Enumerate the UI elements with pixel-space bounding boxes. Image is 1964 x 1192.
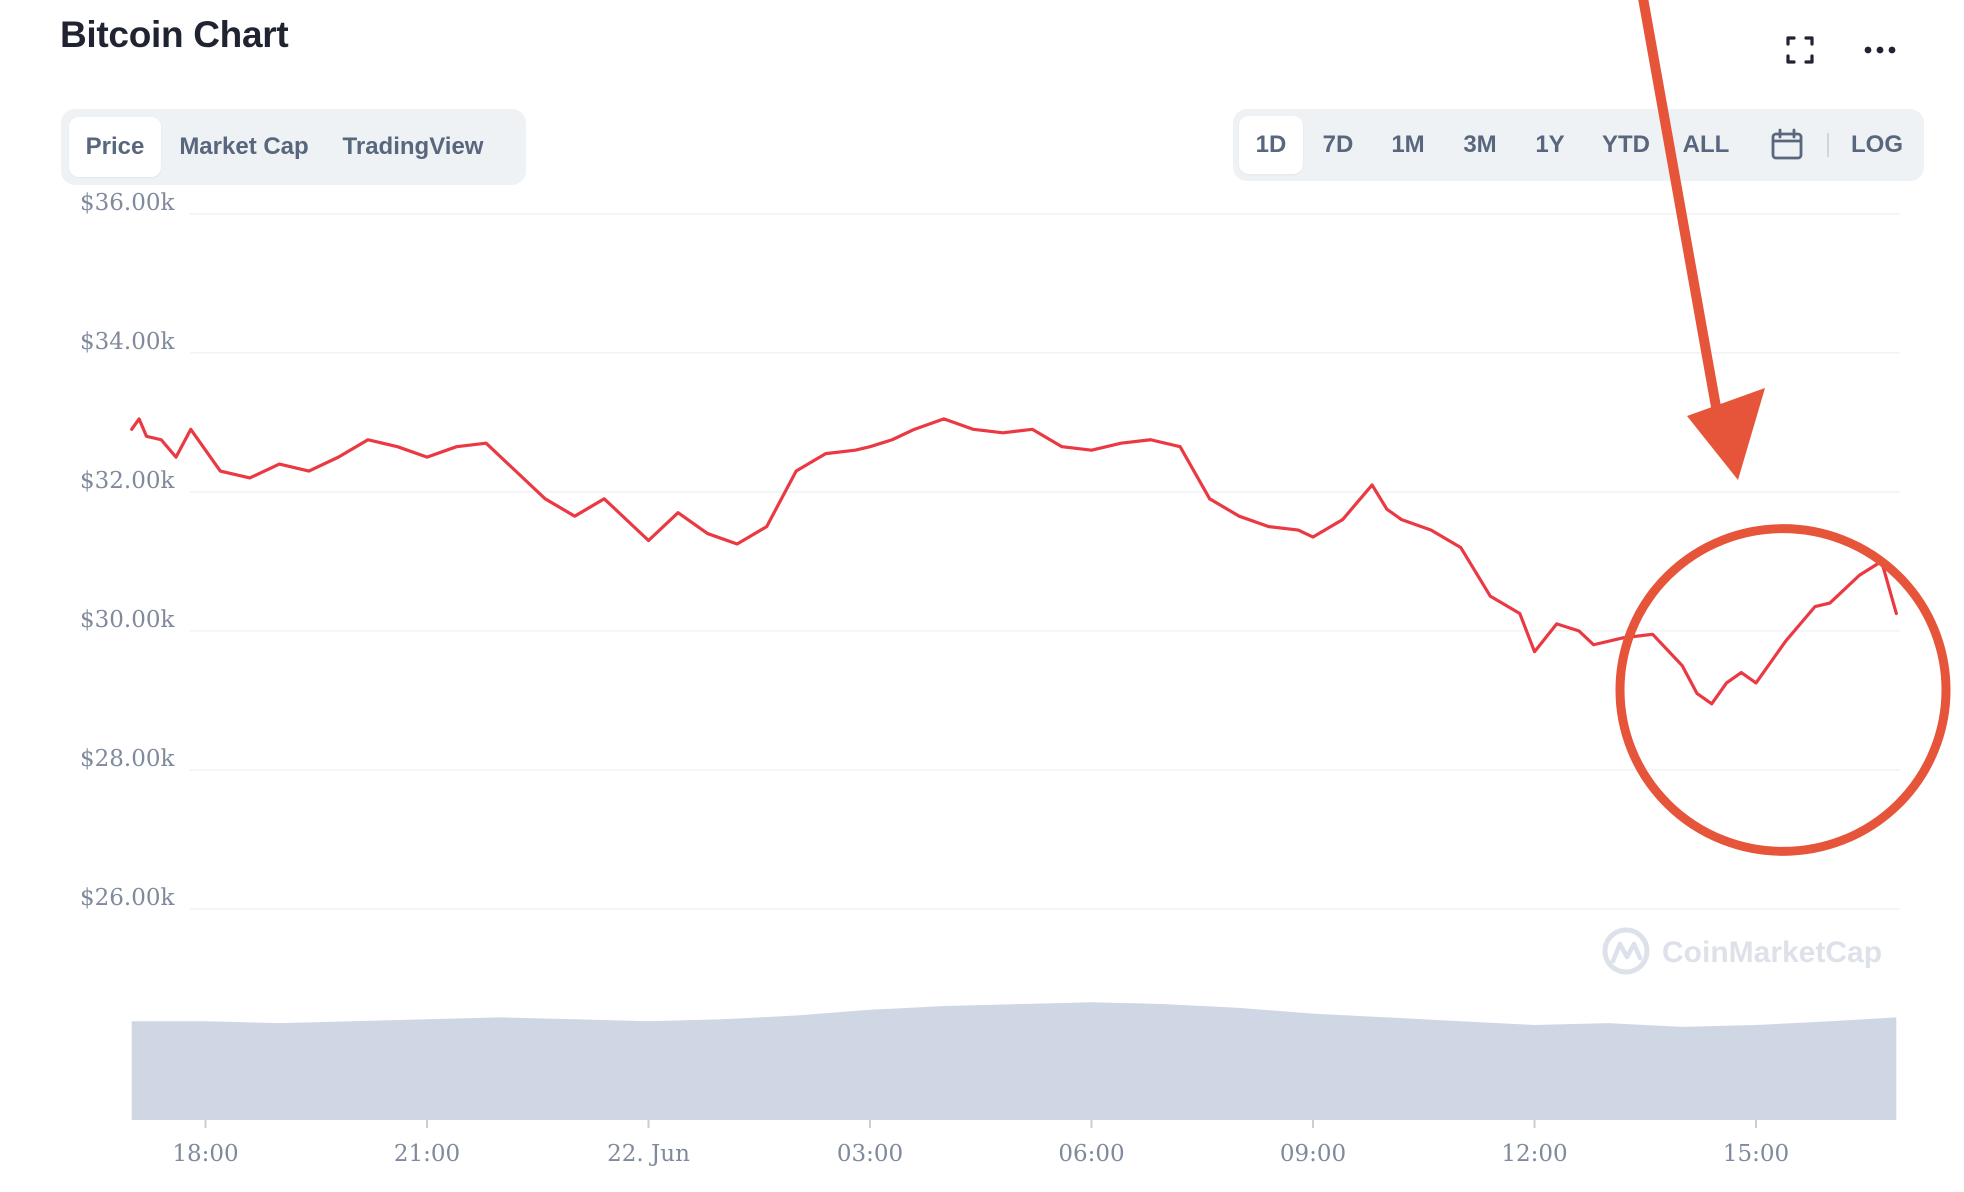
tab-price[interactable]: Price [69, 117, 161, 177]
watermark-text: CoinMarketCap [1662, 936, 1882, 969]
y-tick-label: $30.00k [80, 607, 175, 633]
period-1m[interactable]: 1M [1391, 131, 1425, 158]
y-tick-label: $34.00k [80, 329, 175, 355]
tab-market-cap[interactable]: Market Cap [179, 133, 309, 160]
period-all[interactable]: ALL [1682, 131, 1730, 158]
y-axis-ticks: $36.00k $34.00k $32.00k $30.00k $28.00k $26.0… [80, 190, 175, 911]
log-toggle[interactable]: LOG [1851, 131, 1903, 158]
period-3m[interactable]: 3M [1463, 131, 1497, 158]
x-tick-label: 12:00 [1501, 1141, 1567, 1167]
x-tick-label: 21:00 [394, 1141, 460, 1167]
x-tick-label: 18:00 [172, 1141, 238, 1167]
coinmarketcap-logo-icon [1602, 927, 1650, 975]
highlight-circle [1615, 524, 1951, 856]
volume-area [131, 1002, 1897, 1120]
x-tick-label: 06:00 [1058, 1141, 1124, 1167]
more-horizontal-icon[interactable] [1852, 22, 1908, 78]
x-tick-label: 09:00 [1280, 1141, 1346, 1167]
price-line-layer [130, 417, 1898, 706]
y-tick-label: $36.00k [80, 190, 175, 216]
annotations [1615, 0, 1951, 856]
arrow-icon [1638, 0, 1765, 480]
calendar-glyph [1771, 128, 1803, 160]
coinmarketcap-watermark: CoinMarketCap [1602, 927, 1882, 975]
price-series-line [130, 417, 1898, 706]
y-tick-label: $28.00k [80, 746, 175, 772]
period-1y[interactable]: 1Y [1535, 131, 1565, 158]
volume-bars [131, 1002, 1897, 1120]
x-axis-ticks: 18:00 21:00 22. Jun 03:00 06:00 09:00 12:00 15:… [172, 1120, 1789, 1167]
fullscreen-icon[interactable] [1772, 22, 1828, 78]
grid-lines [190, 213, 1900, 910]
calendar-icon[interactable] [1755, 116, 1819, 174]
tab-tradingview[interactable]: TradingView [342, 133, 484, 160]
y-tick-label: $26.00k [80, 885, 175, 911]
view-tabs: Price Market Cap TradingView [61, 109, 526, 185]
period-tabs: 1D 7D 1M 3M 1Y YTD ALL LOG [1233, 109, 1924, 181]
x-tick-label: 03:00 [837, 1141, 903, 1167]
page-title: Bitcoin Chart [60, 14, 289, 55]
period-7d[interactable]: 7D [1322, 131, 1354, 158]
y-tick-label: $32.00k [80, 468, 175, 494]
x-tick-label: 15:00 [1723, 1141, 1789, 1167]
period-1d[interactable]: 1D [1239, 116, 1303, 174]
period-separator [1827, 133, 1829, 157]
period-ytd[interactable]: YTD [1602, 131, 1650, 158]
x-tick-label: 22. Jun [607, 1141, 690, 1167]
